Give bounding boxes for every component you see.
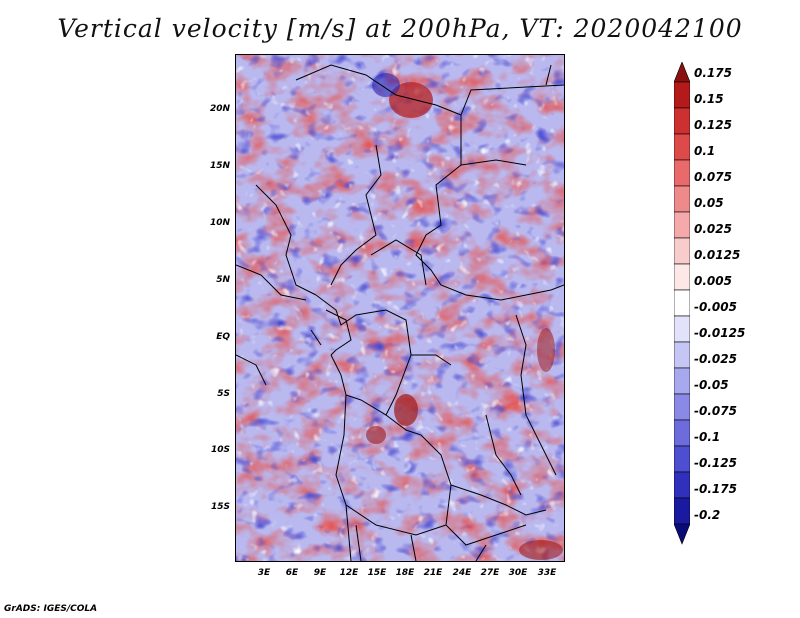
- colorbar-level-label: 0.1: [694, 144, 716, 158]
- lat-label: 5N: [216, 275, 230, 285]
- lon-label: 24E: [452, 568, 472, 578]
- colorbar-segment: [674, 62, 690, 83]
- colorbar-level-label: -0.1: [694, 430, 721, 444]
- colorbar-segment: [674, 445, 690, 473]
- lon-label: 18E: [395, 568, 415, 578]
- colorbar-level-label: 0.075: [694, 170, 732, 184]
- colorbar-segment: [674, 133, 690, 161]
- lon-label: 3E: [257, 568, 271, 578]
- lon-label: 33E: [537, 568, 557, 578]
- lon-label: 21E: [423, 568, 443, 578]
- colorbar-segment: [674, 81, 690, 109]
- lat-label: 15N: [209, 161, 230, 171]
- colorbar-segment: [674, 107, 690, 135]
- colorbar-segment: [674, 211, 690, 239]
- lon-label: 6E: [285, 568, 299, 578]
- colorbar-level-label: 0.025: [694, 222, 732, 236]
- lat-label: 5S: [217, 389, 230, 399]
- lat-label: 10N: [209, 218, 230, 228]
- lon-label: 12E: [339, 568, 359, 578]
- colorbar-level-label: 0.005: [694, 274, 732, 288]
- colorbar-segment: [674, 367, 690, 395]
- colorbar-segment: [674, 523, 690, 545]
- colorbar-segment: [674, 263, 690, 291]
- vertical-velocity-field: [236, 55, 564, 561]
- lon-label: 9E: [313, 568, 327, 578]
- colorbar-segment: [674, 185, 690, 213]
- colorbar-segment: [674, 497, 690, 525]
- colorbar-segment: [674, 237, 690, 265]
- grads-credit: GrADS: IGES/COLA: [4, 604, 98, 614]
- lon-label: 27E: [480, 568, 500, 578]
- colorbar-level-label: 0.125: [694, 118, 732, 132]
- colorbar-level-label: -0.125: [694, 456, 737, 470]
- colorbar-segment: [674, 419, 690, 447]
- colorbar-level-label: -0.0125: [694, 326, 746, 340]
- colorbar-level-label: -0.005: [694, 300, 737, 314]
- colorbar-segment: [674, 289, 690, 317]
- colorbar-segment: [674, 471, 690, 499]
- colorbar-level-label: 0.05: [694, 196, 724, 210]
- colorbar-level-label: 0.175: [694, 66, 732, 80]
- colorbar-segment: [674, 315, 690, 343]
- lat-label: EQ: [216, 332, 230, 342]
- colorbar-level-label: -0.175: [694, 482, 737, 496]
- lat-label: 20N: [209, 104, 230, 114]
- country-borders: [236, 64, 564, 561]
- colorbar: [674, 62, 690, 545]
- colorbar-level-label: 0.0125: [694, 248, 741, 262]
- lon-label: 30E: [508, 568, 528, 578]
- lat-label: 15S: [210, 502, 230, 512]
- colorbar-segment: [674, 393, 690, 421]
- colorbar-level-label: -0.075: [694, 404, 737, 418]
- colorbar-level-label: -0.025: [694, 352, 737, 366]
- map-panel: [235, 54, 565, 562]
- colorbar-segment: [674, 341, 690, 369]
- lat-label: 10S: [210, 445, 230, 455]
- colorbar-segment: [674, 159, 690, 187]
- colorbar-level-label: 0.15: [694, 92, 724, 106]
- colorbar-level-label: -0.05: [694, 378, 729, 392]
- lon-label: 15E: [367, 568, 387, 578]
- colorbar-level-label: -0.2: [694, 508, 721, 522]
- map-title: Vertical velocity [m/s] at 200hPa, VT: 2…: [57, 14, 743, 43]
